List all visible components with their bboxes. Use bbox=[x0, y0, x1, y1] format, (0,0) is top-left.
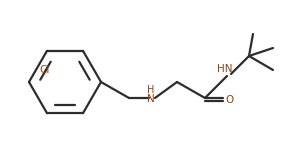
Text: H: H bbox=[147, 85, 155, 95]
Text: HN: HN bbox=[217, 64, 233, 74]
Text: Cl: Cl bbox=[40, 65, 50, 75]
Text: O: O bbox=[225, 95, 233, 105]
Text: N: N bbox=[147, 94, 155, 104]
